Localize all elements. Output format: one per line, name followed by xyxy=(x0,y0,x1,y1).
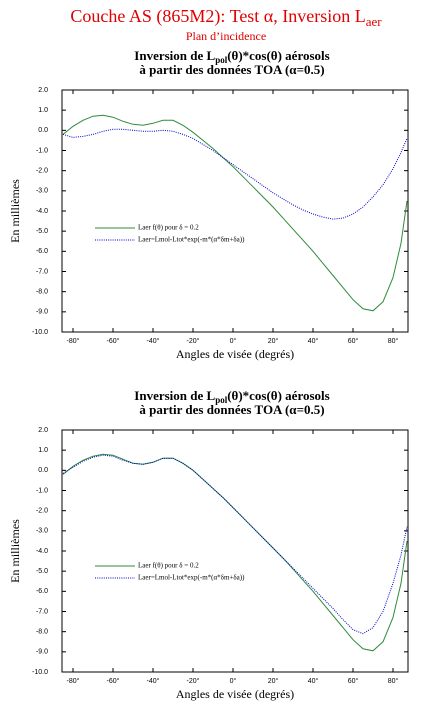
x-tick-label: 80° xyxy=(388,337,399,345)
y-tick-label: -6.0 xyxy=(36,248,48,255)
y-tick-label: -10.0 xyxy=(32,669,48,676)
y-axis-label: En millièmes xyxy=(8,179,22,243)
x-tick-label: 20° xyxy=(268,337,279,345)
y-tick-label: 1.0 xyxy=(38,107,48,114)
y-axis-label: En millièmes xyxy=(8,519,22,583)
y-tick-label: -8.0 xyxy=(36,289,48,296)
x-axis-label: Angles de visée (degrés) xyxy=(176,347,294,361)
title-part: pol xyxy=(215,55,228,65)
y-tick-label: -4.0 xyxy=(36,548,48,555)
y-tick-label: -5.0 xyxy=(36,228,48,235)
page-subtitle: Plan d’incidence xyxy=(186,29,266,43)
y-tick-label: -10.0 xyxy=(32,329,48,336)
x-tick-label: -80° xyxy=(67,337,80,345)
y-tick-label: 2.0 xyxy=(38,427,48,434)
title-part: pol xyxy=(215,395,228,405)
page-title: Couche AS (865M2): Test α, Inversion Lae… xyxy=(70,6,382,29)
x-tick-label: 40° xyxy=(308,677,319,685)
y-tick-label: -5.0 xyxy=(36,568,48,575)
y-tick-label: -1.0 xyxy=(36,147,48,154)
series-line xyxy=(62,114,408,312)
title-part: (θ)*cos(θ) aérosols xyxy=(227,388,330,403)
legend-label: Laer=Lmol-Ltot*exp(-m*(α*δm+δa)) xyxy=(138,236,245,244)
title-subscript: aer xyxy=(366,14,383,29)
series-line xyxy=(62,453,408,652)
legend-label: Laer=Lmol-Ltot*exp(-m*(α*δm+δa)) xyxy=(138,574,245,582)
x-tick-label: -80° xyxy=(67,677,80,685)
x-tick-label: 0° xyxy=(230,677,237,685)
x-tick-label: 60° xyxy=(348,337,359,345)
x-tick-label: -40° xyxy=(147,677,160,685)
title-part: Inversion de L xyxy=(134,388,215,403)
y-tick-label: -9.0 xyxy=(36,309,48,316)
y-tick-label: -4.0 xyxy=(36,208,48,215)
y-tick-label: 0.0 xyxy=(38,467,48,474)
x-tick-label: 20° xyxy=(268,677,279,685)
plot-frame xyxy=(61,429,409,673)
chart-subtitle: à partir des données TOA (α=0.5) xyxy=(139,402,324,417)
y-tick-label: 2.0 xyxy=(38,87,48,94)
title-text: Couche AS (865M2): Test α, Inversion L xyxy=(70,6,365,27)
x-tick-label: -60° xyxy=(107,337,120,345)
y-tick-label: -6.0 xyxy=(36,588,48,595)
x-tick-label: 60° xyxy=(348,677,359,685)
y-tick-label: -2.0 xyxy=(36,168,48,175)
x-tick-label: -40° xyxy=(147,337,160,345)
y-tick-label: -3.0 xyxy=(36,188,48,195)
y-tick-label: 0.0 xyxy=(38,127,48,134)
x-tick-label: -20° xyxy=(187,337,200,345)
chart-subtitle: à partir des données TOA (α=0.5) xyxy=(139,62,324,77)
x-tick-label: -20° xyxy=(187,677,200,685)
x-tick-label: 80° xyxy=(388,677,399,685)
y-tick-label: -2.0 xyxy=(36,508,48,515)
y-tick-label: -7.0 xyxy=(36,268,48,275)
x-tick-label: 40° xyxy=(308,337,319,345)
y-tick-label: -1.0 xyxy=(36,487,48,494)
chart-title: Inversion de Lpol(θ)*cos(θ) aérosols xyxy=(134,48,329,65)
y-tick-label: -3.0 xyxy=(36,528,48,535)
x-tick-label: -60° xyxy=(107,677,120,685)
x-tick-label: 0° xyxy=(230,337,237,345)
y-tick-label: -7.0 xyxy=(36,608,48,615)
x-axis-label: Angles de visée (degrés) xyxy=(176,687,294,701)
series-line xyxy=(62,454,408,635)
y-tick-label: 1.0 xyxy=(38,447,48,454)
y-tick-label: -8.0 xyxy=(36,629,48,636)
series-line xyxy=(62,128,408,220)
y-tick-label: -9.0 xyxy=(36,649,48,656)
plot-frame xyxy=(61,89,409,333)
legend-label: Laer f(θ) pour δ = 0.2 xyxy=(138,562,199,570)
chart-title: Inversion de Lpol(θ)*cos(θ) aérosols xyxy=(134,388,329,405)
title-part: (θ)*cos(θ) aérosols xyxy=(227,48,330,63)
title-part: Inversion de L xyxy=(134,48,215,63)
legend-label: Laer f(θ) pour δ = 0.2 xyxy=(138,224,199,232)
